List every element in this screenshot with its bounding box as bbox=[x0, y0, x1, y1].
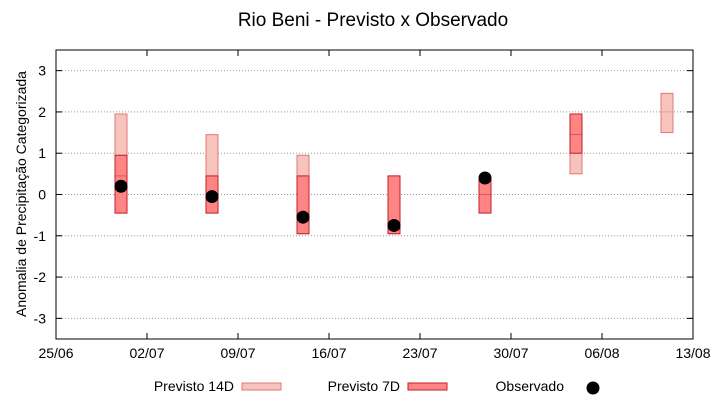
legend-swatch-previsto-14d bbox=[241, 382, 282, 391]
previsto-7d-bar bbox=[387, 175, 401, 235]
x-tick-label: 02/07 bbox=[129, 345, 164, 361]
legend-label-previsto-7d: Previsto 7D bbox=[328, 378, 400, 394]
legend: Previsto 14D Previsto 7D Observado bbox=[154, 378, 600, 395]
previsto-7d-bar bbox=[478, 179, 492, 214]
legend-label-observado: Observado bbox=[496, 378, 565, 394]
y-axis-label: Anomalia de Precipitação Categorizada bbox=[13, 71, 29, 317]
y-tick-label: 1 bbox=[38, 145, 46, 161]
legend-swatch-previsto-7d bbox=[407, 382, 448, 391]
previsto-14d-bar bbox=[660, 92, 674, 134]
x-tick-label: 13/08 bbox=[675, 345, 710, 361]
series-observado bbox=[114, 171, 492, 232]
y-tick-label: 0 bbox=[38, 187, 46, 203]
x-tick-label: 30/07 bbox=[493, 345, 528, 361]
legend-marker-observado bbox=[586, 381, 600, 395]
grid bbox=[56, 70, 693, 319]
series-previsto-7d bbox=[114, 113, 583, 235]
axis-ticks: -3 -2 -1 0 1 2 3 25/06 02/07 09/07 16/07 23/07 30/07… bbox=[34, 50, 711, 361]
y-tick-label: -1 bbox=[34, 228, 47, 244]
x-tick-label: 06/08 bbox=[584, 345, 619, 361]
x-tick-label: 23/07 bbox=[402, 345, 437, 361]
y-tick-label: 3 bbox=[38, 63, 46, 79]
observado-point bbox=[387, 218, 401, 232]
y-tick-label: -3 bbox=[34, 310, 47, 326]
y-tick-label: -2 bbox=[34, 269, 47, 285]
x-tick-label: 16/07 bbox=[311, 345, 346, 361]
y-tick-label: 2 bbox=[38, 104, 46, 120]
x-tick-label: 09/07 bbox=[220, 345, 255, 361]
observado-point bbox=[205, 190, 219, 204]
observado-point bbox=[114, 179, 128, 193]
observado-point bbox=[296, 210, 310, 224]
previsto-7d-bar bbox=[296, 175, 310, 235]
previsto-7d-bar bbox=[569, 113, 583, 154]
observado-point bbox=[478, 171, 492, 185]
legend-label-previsto-14d: Previsto 14D bbox=[154, 378, 234, 394]
x-tick-label: 25/06 bbox=[38, 345, 73, 361]
chart-title: Rio Beni - Previsto x Observado bbox=[238, 10, 508, 31]
